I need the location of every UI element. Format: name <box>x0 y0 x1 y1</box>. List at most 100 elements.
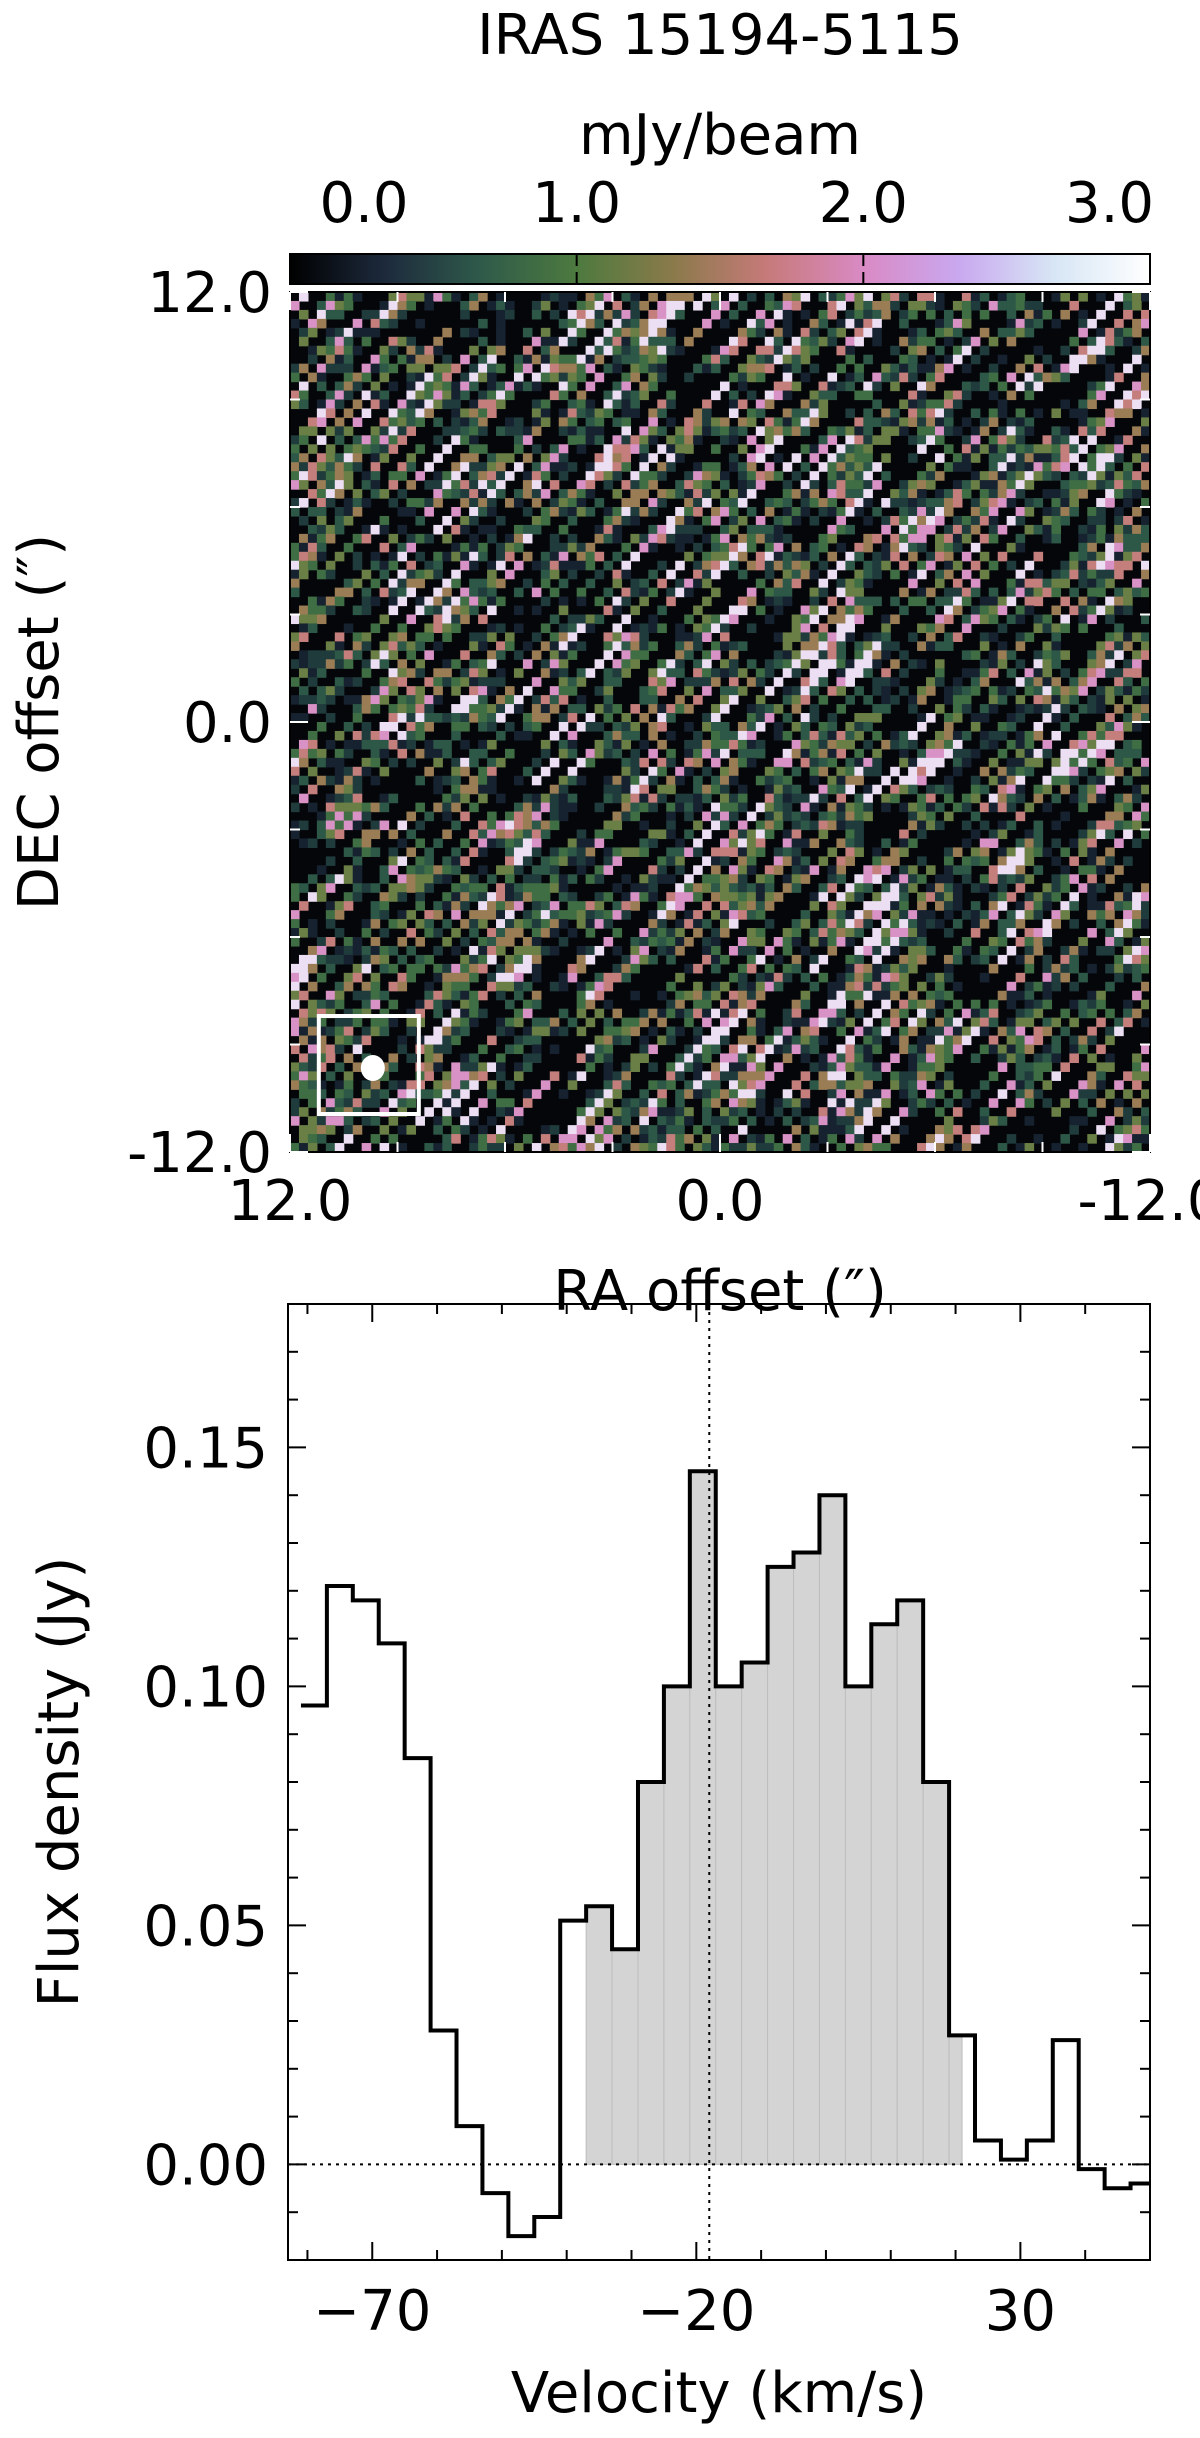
map-pixel <box>531 937 542 947</box>
map-pixel <box>908 489 918 499</box>
map-pixel <box>316 811 327 822</box>
map-pixel <box>513 883 524 893</box>
map-pixel <box>290 435 300 445</box>
map-pixel <box>549 686 560 696</box>
map-pixel <box>908 417 918 427</box>
map-pixel <box>630 757 640 768</box>
map-pixel <box>460 489 470 499</box>
map-pixel <box>1123 292 1133 302</box>
map-pixel <box>693 668 703 678</box>
map-pixel <box>433 784 443 795</box>
map-pixel <box>531 883 542 893</box>
map-pixel <box>1060 345 1070 356</box>
map-pixel <box>693 748 703 759</box>
map-pixel <box>1087 390 1097 401</box>
map-pixel <box>728 408 739 419</box>
map-pixel <box>1051 605 1062 616</box>
map-pixel <box>970 605 981 616</box>
map-pixel <box>1132 390 1142 401</box>
map-pixel <box>370 327 381 338</box>
map-pixel <box>397 399 408 410</box>
map-pixel <box>621 757 632 768</box>
map-pixel <box>773 793 784 804</box>
map-pixel <box>316 435 327 445</box>
map-pixel <box>370 1026 381 1037</box>
map-pixel <box>1096 292 1106 302</box>
map-pixel <box>702 489 712 499</box>
map-pixel <box>657 426 667 436</box>
map-pixel <box>576 498 587 508</box>
map-pixel <box>863 408 873 419</box>
map-pixel <box>478 480 488 490</box>
map-pixel <box>1123 945 1133 956</box>
map-pixel <box>290 784 300 795</box>
map-pixel <box>558 292 569 302</box>
map-pixel <box>836 990 847 1001</box>
map-pixel <box>845 677 855 687</box>
map-pixel <box>908 515 918 526</box>
map-pixel <box>415 318 425 329</box>
map-pixel <box>1078 802 1088 813</box>
map-pixel <box>961 623 972 634</box>
map-pixel <box>675 990 685 1001</box>
map-pixel <box>290 587 300 598</box>
map-pixel <box>854 874 864 884</box>
map-pixel <box>433 614 443 625</box>
map-pixel <box>809 569 820 580</box>
map-pixel <box>442 739 452 750</box>
map-pixel <box>621 480 632 490</box>
map-pixel <box>630 480 640 490</box>
map-pixel <box>979 426 990 436</box>
map-pixel <box>854 811 864 822</box>
map-pixel <box>908 399 918 410</box>
map-pixel <box>711 883 721 893</box>
map-pixel <box>576 489 587 499</box>
map-pixel <box>603 1026 614 1037</box>
map-pixel <box>316 954 327 965</box>
map-pixel <box>397 954 408 965</box>
map-pixel <box>1015 730 1026 741</box>
map-pixel <box>1033 668 1044 678</box>
map-pixel <box>1006 444 1017 454</box>
map-pixel <box>1087 569 1097 580</box>
map-pixel <box>657 919 667 929</box>
map-pixel <box>352 453 363 463</box>
map-pixel <box>361 659 372 669</box>
map-pixel <box>505 722 515 732</box>
map-pixel <box>666 874 676 884</box>
map-pixel <box>970 507 981 517</box>
map-pixel <box>487 372 497 383</box>
map-pixel <box>531 677 542 687</box>
map-pixel <box>1114 820 1124 831</box>
map-pixel <box>1096 336 1106 347</box>
map-pixel <box>612 972 623 983</box>
map-pixel <box>1132 426 1142 436</box>
map-pixel <box>1042 515 1053 526</box>
map-pixel <box>755 972 766 983</box>
map-pixel <box>836 704 847 714</box>
map-pixel <box>881 309 891 320</box>
map-pixel <box>558 1026 569 1037</box>
map-pixel <box>782 489 793 499</box>
map-pixel <box>1024 507 1035 517</box>
map-pixel <box>1006 426 1017 436</box>
map-pixel <box>487 722 497 732</box>
map-pixel <box>487 605 497 616</box>
map-pixel <box>693 865 703 875</box>
map-pixel <box>1060 498 1070 508</box>
map-pixel <box>531 838 542 849</box>
map-pixel <box>728 435 739 445</box>
map-pixel <box>424 354 434 365</box>
map-pixel <box>746 462 757 472</box>
map-pixel <box>836 659 847 669</box>
map-pixel <box>442 713 452 723</box>
map-pixel <box>612 318 623 329</box>
map-pixel <box>872 327 882 338</box>
map-pixel <box>791 345 802 356</box>
map-pixel <box>415 569 425 580</box>
map-pixel <box>908 784 918 795</box>
map-pixel <box>451 569 461 580</box>
map-pixel <box>531 1044 542 1055</box>
map-pixel <box>433 757 443 768</box>
map-pixel <box>1042 883 1053 893</box>
